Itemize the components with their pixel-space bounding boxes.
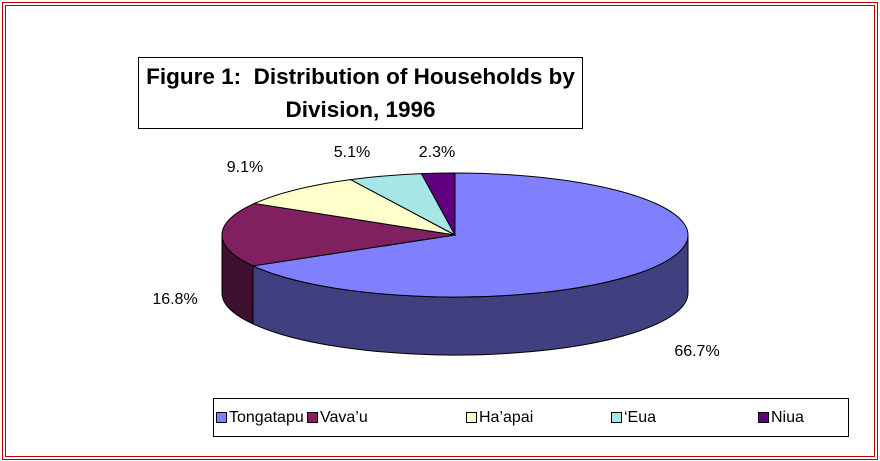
- chart-title-box: Figure 1: Distribution of Households by …: [138, 57, 583, 129]
- legend-item: Ha’apai: [466, 399, 533, 436]
- legend-label: Vava’u: [320, 408, 368, 426]
- legend-swatch: [758, 412, 769, 423]
- data-label: 5.1%: [334, 144, 370, 161]
- legend-swatch: [611, 412, 622, 423]
- legend-item: Tongatapu: [216, 399, 304, 436]
- pie-slice: [251, 172, 689, 298]
- legend-label: Niua: [771, 408, 804, 426]
- data-label: 9.1%: [227, 159, 263, 176]
- legend-item: Vava’u: [307, 399, 368, 436]
- legend: Tongatapu Vava’u Ha’apai ‘Eua Niua: [213, 398, 849, 437]
- legend-swatch: [307, 412, 318, 423]
- legend-label: Tongatapu: [229, 408, 304, 426]
- data-label: 66.7%: [674, 343, 719, 360]
- legend-swatch: [466, 412, 477, 423]
- legend-label: Ha’apai: [479, 408, 534, 426]
- pie-slice: [221, 202, 456, 267]
- chart-title: Figure 1: Distribution of Households by …: [146, 64, 582, 122]
- data-label: 2.3%: [419, 144, 455, 161]
- legend-item: ‘Eua: [611, 399, 656, 436]
- legend-label: ‘Eua: [624, 408, 657, 426]
- pie-slice: [420, 172, 456, 236]
- legend-item: Niua: [758, 399, 804, 436]
- pie-slice: [252, 179, 456, 236]
- legend-swatch: [216, 412, 227, 423]
- data-label: 16.8%: [152, 291, 197, 308]
